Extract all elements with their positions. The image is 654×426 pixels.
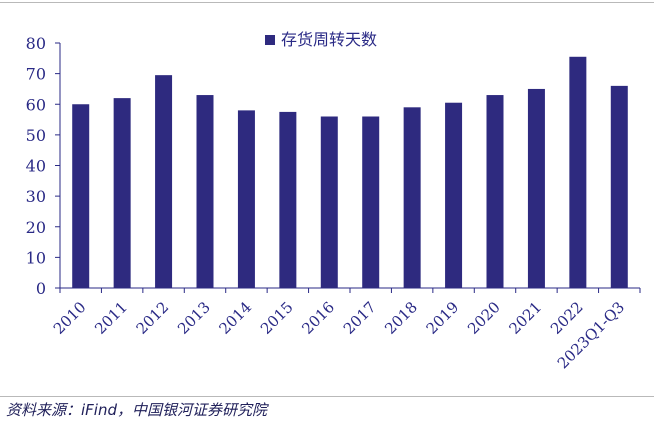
y-tick-label: 80 (26, 34, 46, 53)
bar (237, 110, 255, 288)
bar (113, 98, 131, 288)
y-tick-label: 50 (26, 126, 46, 145)
x-tick-label: 2012 (133, 298, 173, 338)
bar (569, 56, 587, 288)
x-tick-label: 2011 (91, 298, 131, 338)
x-tick-label: 2021 (506, 298, 546, 338)
x-tick-label: 2010 (50, 298, 90, 338)
bar (72, 104, 90, 288)
bars (72, 56, 628, 288)
bottom-divider (0, 396, 654, 397)
bar (527, 88, 545, 288)
y-tick-label: 30 (26, 187, 46, 206)
x-tick-label: 2019 (423, 298, 463, 338)
top-divider (0, 2, 654, 3)
bar (279, 111, 297, 288)
legend: 存货周转天数 (265, 30, 377, 49)
y-tick-label: 70 (26, 65, 46, 84)
x-tick-label: 2016 (298, 298, 338, 338)
x-tick-label: 2018 (381, 298, 421, 338)
x-tick-label: 2014 (216, 298, 256, 338)
x-tick-label: 2015 (257, 298, 297, 338)
x-tick-label: 2017 (340, 298, 380, 338)
y-tick-label: 60 (26, 95, 46, 114)
y-tick-label: 0 (36, 279, 46, 298)
y-tick-label: 20 (26, 218, 46, 237)
bar (320, 116, 338, 288)
bar (155, 75, 173, 288)
legend-swatch (265, 35, 275, 45)
y-tick-label: 40 (26, 157, 46, 176)
y-axis: 0 10 20 30 40 50 60 70 80 (26, 34, 61, 298)
bar (445, 102, 463, 288)
y-tick-label: 10 (26, 248, 46, 267)
legend-label: 存货周转天数 (281, 30, 377, 49)
source-note: 资料来源：iFind，中国银河证券研究院 (6, 401, 267, 419)
x-tick-label: 2013 (174, 298, 214, 338)
bar (362, 116, 380, 288)
x-tick-label: 2020 (464, 298, 504, 338)
x-axis: 2010 2011 2012 2013 2014 2015 2016 2017 2018 2019… (50, 287, 641, 372)
bar (486, 95, 504, 288)
bar (403, 107, 421, 288)
bar (610, 85, 628, 288)
bar (196, 95, 214, 288)
